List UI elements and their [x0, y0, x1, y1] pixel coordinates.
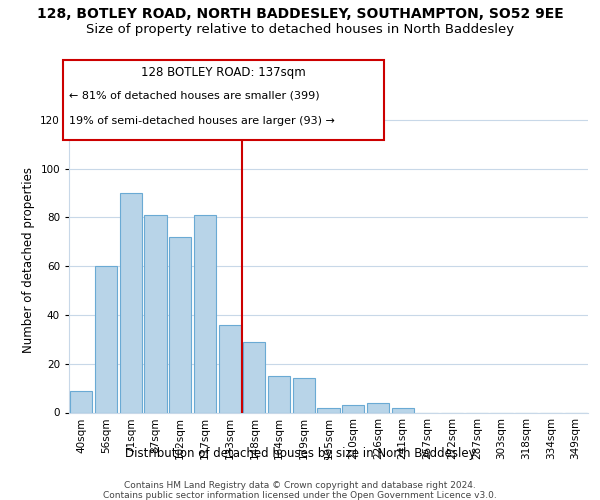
Text: 19% of semi-detached houses are larger (93) →: 19% of semi-detached houses are larger (… — [69, 116, 335, 126]
Bar — [119, 193, 142, 412]
Text: Contains HM Land Registry data © Crown copyright and database right 2024.: Contains HM Land Registry data © Crown c… — [124, 481, 476, 490]
Text: 128, BOTLEY ROAD, NORTH BADDESLEY, SOUTHAMPTON, SO52 9EE: 128, BOTLEY ROAD, NORTH BADDESLEY, SOUTH… — [37, 8, 563, 22]
Bar — [317, 408, 340, 412]
Text: Contains public sector information licensed under the Open Government Licence v3: Contains public sector information licen… — [103, 491, 497, 500]
Bar — [392, 408, 414, 412]
Bar — [293, 378, 315, 412]
Bar — [243, 342, 265, 412]
Bar — [145, 215, 167, 412]
Bar — [268, 376, 290, 412]
Text: Distribution of detached houses by size in North Baddesley: Distribution of detached houses by size … — [125, 448, 475, 460]
Bar — [194, 215, 216, 412]
Bar — [95, 266, 117, 412]
Bar — [342, 405, 364, 412]
Bar — [218, 324, 241, 412]
Bar — [367, 402, 389, 412]
Text: 128 BOTLEY ROAD: 137sqm: 128 BOTLEY ROAD: 137sqm — [141, 66, 306, 79]
Bar — [70, 390, 92, 412]
Y-axis label: Number of detached properties: Number of detached properties — [22, 167, 35, 353]
Bar — [169, 237, 191, 412]
Text: Size of property relative to detached houses in North Baddesley: Size of property relative to detached ho… — [86, 22, 514, 36]
Text: ← 81% of detached houses are smaller (399): ← 81% of detached houses are smaller (39… — [69, 91, 320, 101]
